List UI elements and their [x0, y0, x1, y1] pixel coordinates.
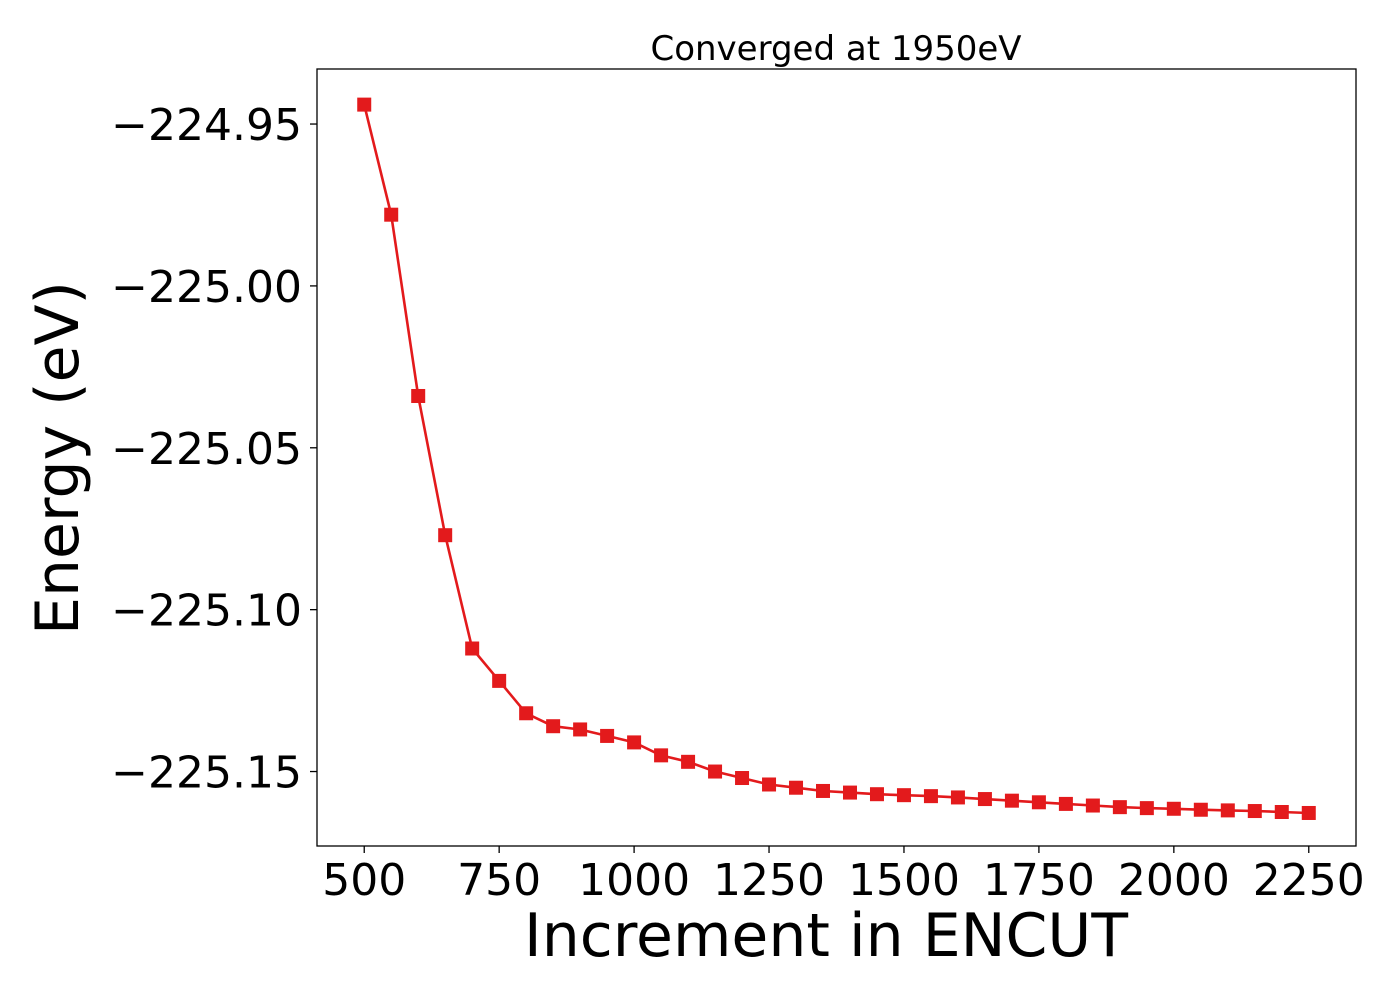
y-tick-label: −224.95: [111, 100, 302, 151]
data-point: [1058, 796, 1073, 811]
data-point: [600, 728, 615, 743]
y-axis-label: Energy (eV): [23, 281, 93, 635]
y-tick-label: −225.00: [111, 262, 302, 313]
x-tick-label: 1500: [848, 855, 960, 906]
data-series: [357, 97, 1316, 820]
data-point: [977, 792, 992, 807]
y-tick-label: −225.10: [111, 586, 302, 637]
data-point: [519, 706, 534, 721]
data-point: [1247, 804, 1262, 819]
x-tick-label: 1000: [578, 855, 690, 906]
x-tick-label: 750: [457, 855, 541, 906]
data-point: [1112, 800, 1127, 815]
plot-frame: [316, 68, 1357, 847]
data-point: [1004, 793, 1019, 808]
data-point: [1166, 801, 1181, 816]
y-axis: −224.95 −225.00 −225.05 −225.10 −225.15: [111, 100, 317, 799]
data-point: [950, 790, 965, 805]
data-point: [789, 780, 804, 795]
data-point: [384, 207, 399, 222]
data-point: [357, 97, 372, 112]
data-point: [708, 764, 723, 779]
data-point: [762, 777, 777, 792]
data-point: [411, 388, 426, 403]
data-point: [1220, 803, 1235, 818]
y-tick-label: −225.15: [111, 748, 302, 799]
data-point: [492, 673, 507, 688]
data-point: [681, 754, 696, 769]
data-point: [1085, 798, 1100, 813]
x-axis-label: Increment in ENCUT: [524, 901, 1128, 971]
series-line: [362, 104, 1309, 815]
data-point: [654, 748, 669, 763]
x-tick-label: 1250: [713, 855, 825, 906]
data-point: [1139, 801, 1154, 816]
data-point: [573, 722, 588, 737]
data-point: [816, 783, 831, 798]
data-point: [1031, 795, 1046, 810]
x-tick-label: 1750: [983, 855, 1095, 906]
data-point: [1274, 805, 1289, 820]
data-point: [546, 719, 561, 734]
data-point: [438, 528, 453, 543]
x-tick-label: 2250: [1253, 855, 1365, 906]
x-tick-label: 2000: [1118, 855, 1230, 906]
x-axis: 500 750 1000 1250 1500 1750 2000 2250: [322, 846, 1365, 906]
data-point: [1301, 805, 1316, 820]
chart-title: Converged at 1950eV: [650, 29, 1021, 69]
data-point: [1193, 802, 1208, 817]
data-point: [627, 735, 642, 750]
data-point: [869, 787, 884, 802]
y-tick-label: −225.05: [111, 424, 302, 475]
x-tick-label: 500: [322, 855, 406, 906]
data-point: [735, 771, 750, 786]
data-point: [896, 788, 911, 803]
data-point: [923, 789, 938, 804]
data-point: [842, 785, 857, 800]
data-point: [465, 641, 480, 656]
